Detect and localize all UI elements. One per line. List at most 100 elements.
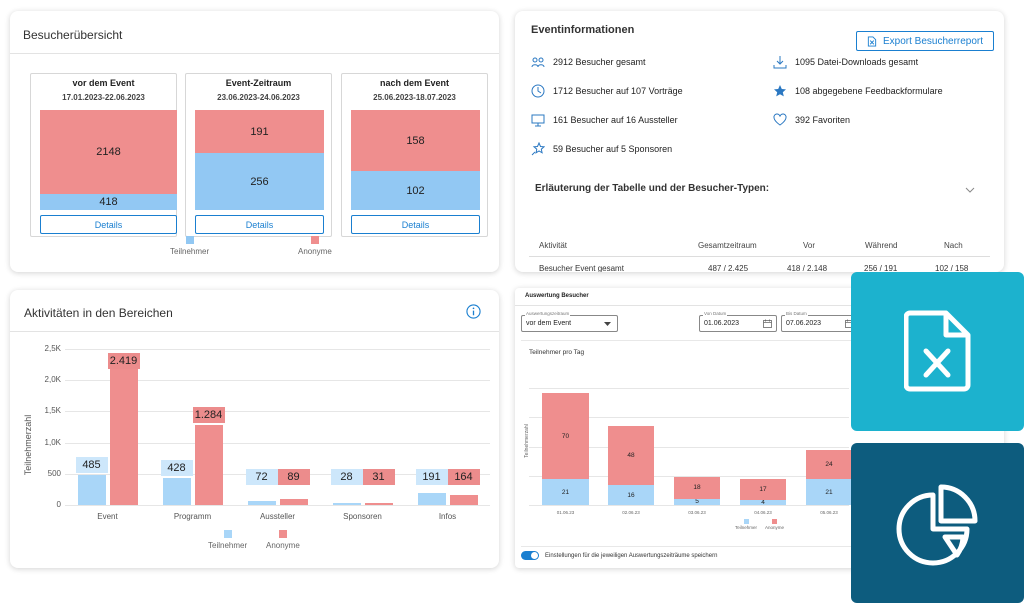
bar-anonyme: 24: [806, 449, 852, 480]
explanation-label: Erläuterung der Tabelle und der Besucher…: [535, 183, 770, 194]
legend-anonyme: Anonyme: [765, 519, 784, 530]
bar-teilnehmer: [247, 500, 276, 505]
divider: [521, 546, 998, 547]
gridline: [65, 411, 490, 413]
dropdown-arrow-icon: [604, 322, 611, 326]
legend-anonyme: Anonyme: [298, 236, 332, 256]
table-cell-during: 256 / 191: [864, 264, 898, 272]
per-day-chart: 21 70 01.06.23 16 48 02.06.23 5 18 03.06.23 4 17 04…: [515, 288, 1004, 568]
booth-icon: [531, 114, 545, 127]
anonyme-segment: 158: [351, 110, 480, 171]
bar-teilnehmer: 21: [806, 479, 852, 505]
from-value: 01.06.2023: [704, 320, 740, 327]
teilnehmer-value: 256: [250, 175, 269, 188]
y-tick-label: 2,5K: [44, 344, 61, 353]
info-talks: 1712 Besucher auf 107 Vorträge: [531, 84, 683, 98]
visitor-overview-card: Besucherübersicht vor dem Event 17.01.20…: [10, 11, 499, 272]
x-tick-label: 01.06.23: [556, 510, 575, 515]
bar-teilnehmer: [417, 493, 446, 505]
y-tick-label: 500: [47, 468, 61, 478]
bar-teilnehmer: 5: [674, 498, 720, 505]
anonyme-value: 2148: [96, 146, 121, 158]
calendar-icon[interactable]: [763, 319, 772, 328]
pie-chart-icon: [896, 484, 978, 566]
details-button[interactable]: Details: [351, 215, 480, 234]
bar-anonyme: [109, 354, 138, 505]
period-bar: 158 102: [351, 110, 480, 210]
x-tick-label: Sponsoren: [343, 512, 382, 521]
teilnehmer-segment: 256: [195, 153, 324, 210]
teilnehmer-segment: 418: [40, 194, 177, 210]
legend-label: Anonyme: [266, 541, 300, 550]
x-tick-label: 04.06.23: [754, 510, 772, 515]
y-tick-label: 1,0K: [44, 437, 61, 447]
gridline: [65, 442, 490, 444]
data-label: 31: [362, 469, 395, 485]
info-text: 2912 Besucher gesamt: [553, 57, 646, 67]
bar-teilnehmer: [77, 474, 106, 505]
event-info-title: Eventinformationen: [531, 24, 635, 36]
export-report-button[interactable]: Export Besucherreport: [856, 31, 994, 51]
x-tick-label: Event: [97, 512, 118, 521]
from-label: Von Datum: [703, 311, 728, 316]
data-label: 2.419: [107, 353, 140, 369]
range-value: vor dem Event: [526, 320, 572, 327]
data-label: 89: [277, 469, 310, 485]
data-label: 72: [245, 469, 278, 485]
legend-teilnehmer: Teilnehmer: [208, 530, 247, 550]
visitor-overview-title: Besucherübersicht: [23, 28, 123, 42]
info-text: 1095 Datei-Downloads gesamt: [795, 57, 919, 67]
bar-teilnehmer: 21: [542, 479, 589, 505]
data-label: 28: [330, 469, 363, 485]
gridline: [65, 505, 490, 506]
excel-file-icon: [904, 310, 971, 392]
bar-anonyme: 17: [740, 479, 786, 501]
info-text: 108 abgegebene Feedbackformulare: [795, 86, 943, 96]
details-button[interactable]: Details: [195, 215, 324, 234]
info-feedback: 108 abgegebene Feedbackformulare: [773, 84, 943, 98]
gridline: [65, 349, 490, 350]
excel-file-icon: [867, 35, 877, 47]
event-info-card: Eventinformationen Export Besucherreport…: [515, 11, 1004, 272]
explanation-toggle[interactable]: Erläuterung der Tabelle und der Besucher…: [535, 183, 975, 199]
bar-anonyme: 48: [608, 426, 654, 486]
period-bar: 2148 418: [40, 110, 177, 210]
table-cell-activity: Besucher Event gesamt: [539, 264, 624, 272]
x-tick-label: 05.06.23: [820, 510, 838, 515]
chart-tile: [851, 443, 1024, 603]
y-tick-label: 2,0K: [44, 375, 61, 385]
period-after: nach dem Event 25.06.2023-18.07.2023 158…: [341, 73, 488, 237]
legend-label: Teilnehmer: [170, 247, 210, 256]
anonyme-value: 158: [406, 134, 425, 147]
info-exhibitors: 161 Besucher auf 16 Aussteller: [531, 113, 678, 127]
info-text: 161 Besucher auf 16 Aussteller: [553, 115, 678, 125]
download-icon: [773, 56, 787, 69]
info-text: 1712 Besucher auf 107 Vorträge: [553, 86, 683, 96]
gridline: [529, 388, 849, 389]
evaluation-title: Auswertung Besucher: [525, 293, 589, 299]
bar-anonyme: [194, 424, 223, 505]
range-select[interactable]: Auswertungszeitraum vor dem Event: [521, 311, 618, 332]
clock-icon: [531, 84, 545, 98]
from-date-field[interactable]: Von Datum 01.06.2023: [699, 311, 777, 332]
info-text: 59 Besucher auf 5 Sponsoren: [553, 144, 673, 154]
info-icon[interactable]: [466, 304, 481, 319]
to-date-field[interactable]: Bis Datum 07.06.2023: [781, 311, 859, 332]
table-header-before: Vor: [803, 241, 816, 250]
period-bar: 191 256: [195, 110, 324, 210]
gridline: [529, 505, 849, 506]
save-settings-toggle[interactable]: [521, 551, 539, 560]
table-divider: [529, 256, 990, 257]
bar-anonyme: [364, 503, 393, 505]
activities-card: Aktivitäten in den Bereichen Teilnehmerz…: [10, 290, 499, 568]
table-header-during: Während: [865, 241, 898, 250]
legend-teilnehmer: Teilnehmer: [735, 519, 757, 530]
legend-teilnehmer: Teilnehmer: [170, 236, 209, 256]
x-tick-label: Aussteller: [259, 512, 296, 521]
gridline: [65, 380, 490, 382]
bar-teilnehmer: 16: [608, 485, 654, 505]
table-header-total: Gesamtzeitraum: [698, 241, 757, 250]
legend-label: Teilnehmer: [208, 541, 248, 550]
anonyme-value: 191: [250, 125, 269, 138]
details-button[interactable]: Details: [40, 215, 177, 234]
